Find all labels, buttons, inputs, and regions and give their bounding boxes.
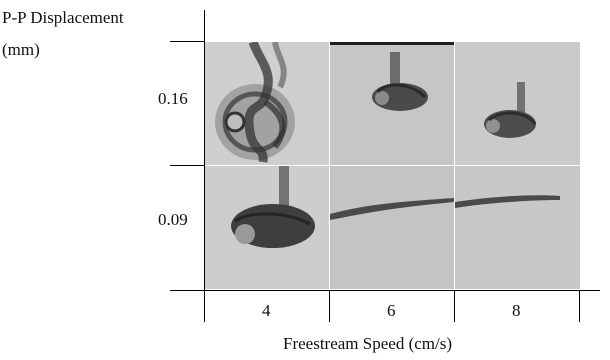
y-axis-title-line1: P-P Displacement (2, 8, 124, 27)
photo-cell-0-16-8 (455, 42, 580, 165)
photo-cell-0-09-6 (330, 166, 454, 289)
photo-cell-0-16-6 (330, 42, 454, 165)
y-tick-label-0-16: 0.16 (158, 89, 188, 108)
photo-cell-0-16-4 (205, 42, 329, 165)
y-tick-mark-mid (170, 165, 205, 166)
y-axis-line (204, 10, 205, 322)
x-axis-title: Freestream Speed (cm/s) (283, 334, 452, 353)
photo-cell-0-09-4 (205, 166, 329, 289)
x-tick-mark-end (579, 290, 580, 322)
y-tick-label-0-09: 0.09 (158, 210, 188, 229)
x-tick-mark-8 (454, 290, 455, 322)
x-tick-label-4: 4 (262, 301, 271, 320)
x-axis-line (170, 290, 600, 291)
x-tick-label-8: 8 (512, 301, 521, 320)
photo-cell-0-09-8 (455, 166, 580, 289)
y-axis-title-line2: (mm) (2, 40, 40, 59)
y-tick-mark-top (170, 41, 205, 42)
x-tick-mark-6 (329, 290, 330, 322)
x-tick-label-6: 6 (387, 301, 396, 320)
